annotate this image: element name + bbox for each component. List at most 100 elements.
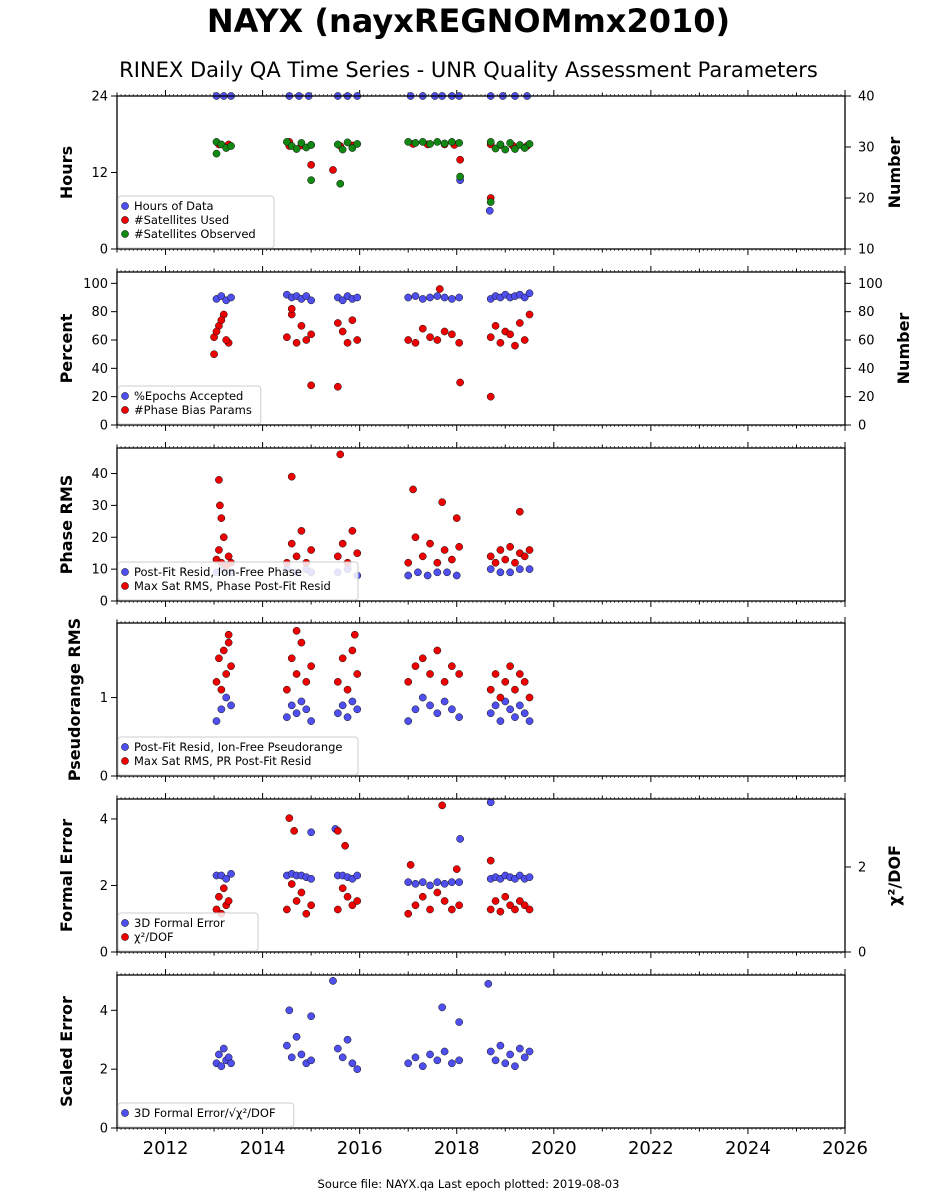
data-point <box>297 139 306 147</box>
data-point <box>486 709 495 718</box>
legend: Hours of Data#Satellites Used#Satellites… <box>117 195 275 249</box>
data-point <box>219 646 228 655</box>
data-point <box>525 873 534 882</box>
data-point <box>215 546 223 554</box>
series-points <box>212 977 534 1074</box>
data-point <box>227 701 235 710</box>
data-point <box>455 901 464 910</box>
y-axis-label: Formal Error <box>57 819 76 932</box>
data-point <box>491 670 500 678</box>
data-point <box>333 1044 342 1053</box>
data-point <box>448 905 456 914</box>
data-point <box>292 709 301 718</box>
data-point <box>501 145 510 154</box>
data-point <box>217 705 226 714</box>
data-point <box>292 338 301 347</box>
data-point <box>511 905 519 914</box>
data-point <box>283 685 291 694</box>
panel-4: 0 1 Pseudorange RMS Post-Fit Resid, Ion-Fre… <box>65 617 846 785</box>
data-point <box>455 139 464 147</box>
data-point <box>448 138 456 146</box>
data-point <box>404 571 413 580</box>
data-point <box>438 1003 447 1012</box>
data-point <box>307 874 315 883</box>
data-point <box>418 878 427 887</box>
data-point <box>418 138 427 146</box>
y-right-tick-label: 40 <box>858 362 875 377</box>
x-tick-label: 2020 <box>531 1138 577 1159</box>
y-tick-label: 20 <box>91 531 108 546</box>
data-point <box>418 892 427 901</box>
data-point <box>409 485 417 494</box>
y-right-tick-label: 20 <box>858 390 875 405</box>
legend-marker <box>121 202 129 210</box>
legend-marker <box>121 933 129 941</box>
y-tick-label: 80 <box>91 305 108 320</box>
data-point <box>283 1041 291 1050</box>
legend-marker <box>121 406 129 414</box>
y-axis-label: Scaled Error <box>57 996 76 1107</box>
data-point <box>348 901 357 910</box>
data-point <box>219 884 228 893</box>
legend-marker <box>121 216 129 224</box>
data-point <box>455 1018 464 1026</box>
legend: %Epochs Accepted#Phase Bias Params <box>117 385 262 425</box>
data-point <box>287 880 296 888</box>
data-point <box>297 697 306 706</box>
data-point <box>486 552 495 561</box>
data-point <box>520 293 529 302</box>
data-point <box>433 558 442 567</box>
legend-label: Post-Fit Resid, Ion-Free Phase <box>134 565 302 579</box>
data-point <box>333 677 342 686</box>
data-point <box>520 336 529 344</box>
data-point <box>224 630 233 639</box>
legend: Post-Fit Resid, Ion-Free PseudorangeMax … <box>117 736 359 776</box>
data-point <box>353 670 362 678</box>
data-point <box>440 897 449 905</box>
data-point <box>515 1044 524 1053</box>
data-point <box>333 140 342 149</box>
data-point <box>307 296 315 305</box>
data-point <box>292 552 301 561</box>
y-axis-label: Phase RMS <box>57 475 76 575</box>
legend-label: Max Sat RMS, Phase Post-Fit Resid <box>134 579 331 593</box>
data-point <box>224 552 233 561</box>
data-point <box>287 701 296 710</box>
y-tick-label: 100 <box>83 277 108 292</box>
data-point <box>501 1059 510 1068</box>
y-right-tick-label: 10 <box>858 243 875 258</box>
data-point <box>348 527 357 535</box>
plot-frame <box>116 271 846 426</box>
y-right-tick-label: 60 <box>858 334 875 349</box>
data-point <box>343 713 352 722</box>
data-point <box>491 1056 500 1065</box>
data-point <box>307 141 315 149</box>
x-tick-label: 2024 <box>725 1138 771 1159</box>
data-point <box>307 1056 315 1065</box>
data-point <box>456 172 464 181</box>
legend-label: #Phase Bias Params <box>134 403 252 417</box>
data-point <box>302 909 311 918</box>
data-point <box>485 206 494 215</box>
legend-marker <box>121 582 129 590</box>
series-points <box>212 92 534 215</box>
data-point <box>486 565 495 573</box>
data-point <box>333 319 342 327</box>
data-point <box>307 828 315 837</box>
data-point <box>404 1059 413 1068</box>
data-point <box>501 555 510 564</box>
y-tick-label: 2 <box>100 1063 108 1078</box>
data-point <box>418 654 427 663</box>
data-point <box>491 321 500 330</box>
data-point <box>307 1012 315 1021</box>
data-point <box>501 892 510 901</box>
y-tick-label: 1 <box>100 691 108 706</box>
y-right-tick-label: 100 <box>858 277 883 292</box>
y-tick-label: 60 <box>91 334 108 349</box>
data-point <box>217 316 226 325</box>
data-point <box>307 662 315 671</box>
data-point <box>525 310 534 319</box>
data-point <box>290 827 298 835</box>
data-point <box>486 333 495 342</box>
